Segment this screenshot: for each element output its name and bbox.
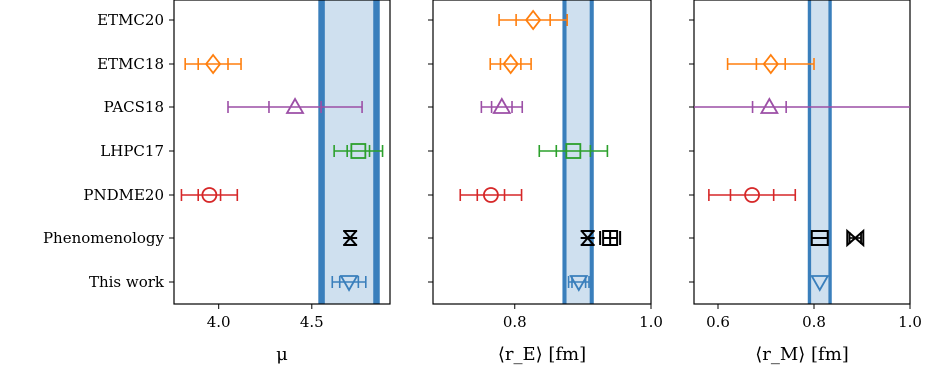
data-point (708, 187, 797, 203)
x-tick-label: 0.8 (802, 313, 826, 331)
marker-circle (201, 187, 218, 203)
band-inner (811, 0, 829, 304)
marker-triangle-down (810, 275, 830, 292)
marker-square (350, 143, 367, 159)
row-label: Phenomenology (43, 229, 165, 247)
row-label: PACS18 (104, 98, 164, 116)
marker-circle (744, 187, 760, 203)
x-axis-label: ⟨r_E⟩ [fm] (498, 344, 586, 365)
data-point (184, 53, 242, 75)
data-point (459, 187, 523, 203)
marker-bowtie (846, 228, 865, 248)
marker-x-bar (580, 230, 595, 246)
data-point (580, 230, 595, 246)
row-label: This work (89, 273, 165, 291)
data-point (810, 230, 829, 246)
data-point (498, 9, 569, 31)
axes-frame (173, 0, 391, 305)
x-axis-label: ⟨r_M⟩ [fm] (755, 344, 849, 365)
row-label: PNDME20 (83, 186, 164, 204)
x-tick-label: 1.0 (898, 313, 922, 331)
axes-frame (693, 0, 911, 305)
x-tick-label: 4.5 (300, 313, 324, 331)
data-point (846, 228, 865, 248)
axes-frame (432, 0, 652, 305)
marker-triangle-down (339, 275, 359, 292)
panel-2: 0.8 1.0 ⟨r_E⟩ [fm] (428, 0, 663, 365)
marker-triangle-up (492, 97, 512, 114)
band-inner (566, 0, 590, 304)
marker-diamond (204, 53, 222, 75)
data-point (567, 275, 590, 292)
x-tick-label: 4.0 (207, 313, 231, 331)
marker-square-minus (810, 230, 829, 246)
data-point (694, 97, 910, 114)
data-point (227, 97, 363, 114)
marker-diamond (502, 53, 519, 75)
panel-3: 0.6 0.8 1.0 ⟨r_M⟩ [fm] (689, 0, 922, 365)
data-point (331, 275, 367, 292)
row-label: ETMC18 (97, 55, 164, 73)
x-tick-label: 0.6 (706, 313, 730, 331)
x-tick-label: 0.8 (503, 313, 527, 331)
data-point (180, 187, 239, 203)
data-point (343, 230, 358, 246)
marker-triangle-up (285, 97, 305, 114)
data-point (810, 275, 830, 292)
marker-triangle-up (759, 97, 779, 114)
marker-diamond (525, 9, 542, 31)
marker-circle (483, 187, 499, 203)
data-point (480, 97, 524, 114)
marker-x-bar (343, 230, 358, 246)
marker-square (565, 143, 582, 159)
data-point (538, 143, 609, 159)
marker-square-plus (599, 230, 622, 246)
data-point (726, 53, 815, 75)
data-point (599, 230, 622, 246)
x-tick-label: 1.0 (639, 313, 663, 331)
data-point (489, 53, 532, 75)
marker-triangle-down (569, 275, 589, 292)
row-label: LHPC17 (100, 142, 164, 160)
x-axis-label: μ (276, 344, 288, 365)
panel-1: 4.0 4.5 μ (169, 0, 391, 365)
row-label: ETMC20 (97, 11, 164, 29)
marker-diamond (762, 53, 779, 75)
data-point (333, 143, 384, 159)
